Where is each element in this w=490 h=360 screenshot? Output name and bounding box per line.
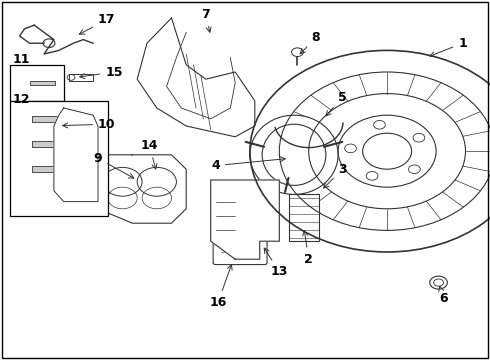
Text: 1: 1 [430,37,467,57]
Text: 6: 6 [439,286,448,305]
Ellipse shape [262,124,326,185]
Polygon shape [54,108,98,202]
Text: 15: 15 [80,66,123,78]
Text: 16: 16 [209,265,232,309]
Text: 5: 5 [326,91,347,116]
Text: 10: 10 [63,118,116,131]
Circle shape [16,163,33,176]
Bar [69,74,93,81]
Text: 4: 4 [211,157,285,172]
Bar [10,65,64,101]
Text: 11: 11 [12,53,30,66]
Bar [289,194,318,241]
Text: 13: 13 [264,248,288,278]
Bar [32,166,59,172]
Text: 7: 7 [201,8,211,32]
Text: 12: 12 [12,93,30,105]
Circle shape [13,76,31,89]
Text: 8: 8 [300,31,320,54]
Circle shape [16,112,33,125]
Bar [44,122,71,129]
Text: 9: 9 [94,152,134,178]
Bar [10,101,108,216]
Circle shape [16,138,33,150]
Text: 14: 14 [141,139,158,169]
Bar [30,81,55,85]
Polygon shape [98,155,186,223]
Polygon shape [211,180,279,259]
Text: 2: 2 [303,231,313,266]
Text: 3: 3 [324,163,347,188]
FancyBboxPatch shape [213,182,267,265]
Ellipse shape [250,115,338,194]
Bar [32,116,59,122]
Bar [32,141,59,147]
Text: 17: 17 [79,13,116,34]
